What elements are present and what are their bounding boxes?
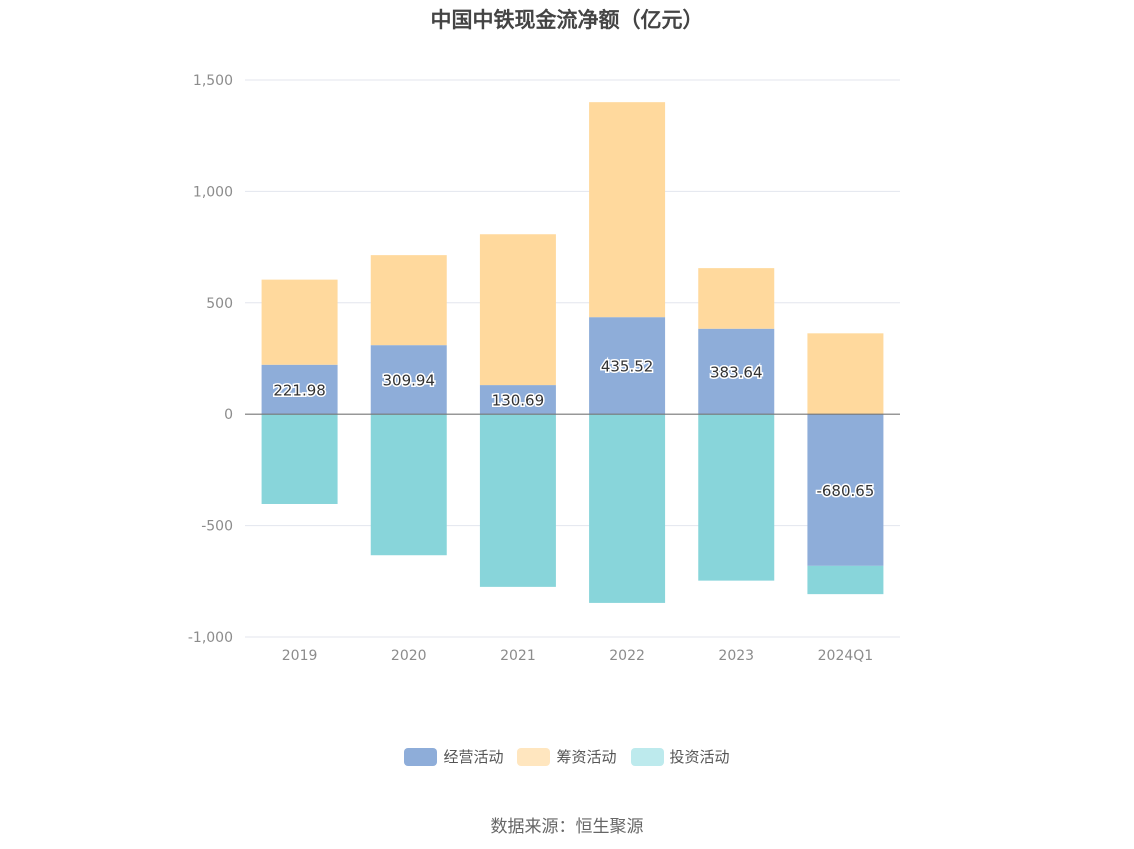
bar-operating-2021 (479, 385, 556, 415)
bar-investing-2020 (370, 414, 447, 556)
legend-item-financing[interactable]: 筹资活动 (517, 746, 617, 767)
data-label-operating-2021: 130.69 (492, 392, 545, 410)
legend-label-investing: 投资活动 (669, 748, 730, 766)
y-tick-label: 1,500 (193, 73, 233, 89)
bar-investing-2019 (261, 414, 338, 504)
bar-operating-2024Q1 (807, 414, 884, 566)
data-label-operating-2019: 221.98 (273, 381, 326, 399)
x-tick-label: 2023 (718, 648, 754, 664)
bar-financing-2022 (589, 102, 666, 318)
legend-swatch-operating (404, 747, 438, 766)
bar-financing-2024Q1 (807, 333, 884, 415)
bar-financing-2021 (479, 234, 556, 386)
bar-investing-2022 (589, 414, 666, 603)
x-tick-label: 2022 (609, 648, 645, 664)
bar-investing-2024Q1 (807, 565, 884, 595)
x-tick-label: 2019 (282, 648, 318, 664)
bar-operating-2020 (370, 345, 447, 415)
bar-investing-2023 (698, 414, 775, 581)
x-tick-label: 2020 (391, 648, 427, 664)
data-label-operating-2024Q1: -680.65 (816, 482, 874, 500)
legend-swatch-investing (630, 747, 664, 766)
bar-investing-2021 (479, 414, 556, 587)
bar-financing-2019 (261, 279, 338, 365)
data-label-operating-2020: 309.94 (383, 372, 436, 390)
legend-label-operating: 经营活动 (443, 748, 504, 766)
y-tick-label: -500 (201, 519, 233, 535)
bar-operating-2023 (698, 328, 775, 415)
bar-financing-2023 (698, 268, 775, 329)
data-label-operating-2022: 435.52 (601, 358, 654, 376)
legend-item-investing[interactable]: 投资活动 (630, 746, 730, 767)
legend: 经营活动 筹资活动 投资活动 (0, 746, 1134, 767)
data-label-operating-2023: 383.64 (710, 363, 763, 381)
x-tick-label: 2021 (500, 648, 536, 664)
y-tick-label: 1,000 (193, 184, 233, 200)
x-tick-label: 2024Q1 (818, 648, 874, 664)
data-source: 数据来源：恒生聚源 (490, 817, 644, 837)
legend-swatch-financing (517, 747, 551, 766)
y-tick-label: -1,000 (188, 630, 233, 646)
y-tick-label: 0 (224, 407, 233, 423)
legend-item-operating[interactable]: 经营活动 (404, 746, 503, 767)
y-tick-label: 500 (206, 296, 233, 312)
legend-label-financing: 筹资活动 (556, 748, 617, 766)
bar-operating-2019 (261, 364, 338, 415)
chart-title: 中国中铁现金流净额（亿元） (430, 8, 704, 32)
bar-financing-2020 (370, 255, 447, 346)
bar-operating-2022 (589, 317, 666, 415)
